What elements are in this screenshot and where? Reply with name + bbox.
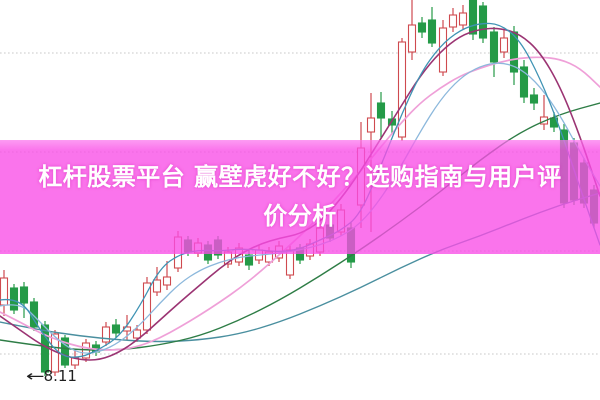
candle-up (162, 276, 172, 286)
candle-down (244, 254, 254, 266)
candle-up (0, 277, 9, 306)
candle-up (366, 117, 376, 133)
candle-down (519, 66, 529, 98)
candle-up (407, 24, 417, 53)
candle-up (152, 279, 162, 293)
candle-down (468, 0, 478, 35)
candle-down (529, 94, 539, 104)
candle-up (101, 326, 111, 343)
headline-banner: 杠杆股票平台 赢壁虎好不好？选购指南与用户评 价分析 (0, 140, 600, 254)
candle-down (111, 324, 121, 334)
candle-up (499, 37, 509, 53)
candle-down (19, 286, 29, 304)
headline-line1: 杠杆股票平台 赢壁虎好不好？选购指南与用户评 (38, 163, 562, 191)
candle-up (397, 41, 407, 138)
candle-down (376, 102, 386, 119)
candle-down (60, 337, 70, 366)
candle-up (458, 12, 468, 26)
candle-down (9, 287, 19, 311)
candle-down (427, 19, 437, 44)
candle-up (142, 282, 152, 331)
candle-up (448, 14, 458, 28)
low-price-value: 8.11 (43, 367, 77, 385)
candle-up (132, 329, 142, 339)
candle-down (489, 31, 499, 63)
headline-line2: 价分析 (263, 202, 337, 230)
arrow-left-icon: ← (26, 367, 45, 385)
candle-down (478, 5, 488, 39)
low-price-annotation: ← 8.11 (26, 368, 77, 384)
candle-down (417, 22, 427, 33)
